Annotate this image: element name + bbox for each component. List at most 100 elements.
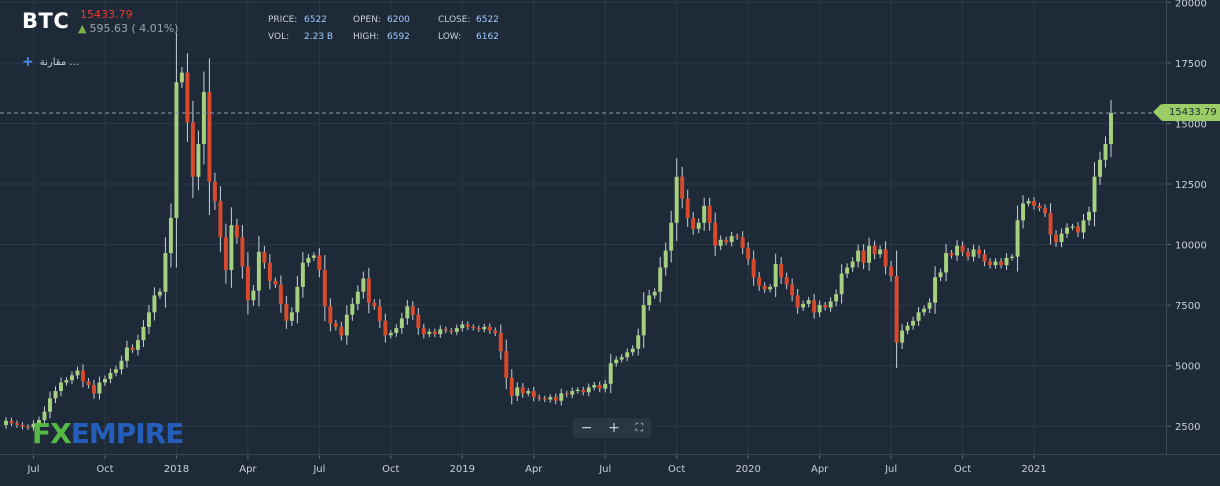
- candle-body: [207, 92, 212, 182]
- logo-fx: FX: [32, 417, 72, 450]
- y-tick-label: 17500: [1175, 59, 1207, 70]
- candle-body: [86, 381, 91, 385]
- candle-body: [4, 420, 8, 425]
- candle-body: [20, 424, 25, 427]
- candle-body: [135, 340, 140, 350]
- stats-col-1: PRICE: 6522 VOL: 2.23 B: [268, 12, 333, 46]
- candle-body: [1065, 227, 1069, 234]
- x-tick-label: Jul: [312, 464, 325, 475]
- candle-body: [691, 217, 696, 229]
- zoom-in-button[interactable]: +: [608, 420, 620, 436]
- candle-body: [581, 389, 586, 393]
- fxempire-logo: FXEMPIRE: [32, 417, 185, 450]
- candle-body: [234, 225, 239, 238]
- logo-empire: EMPIRE: [70, 417, 185, 450]
- y-tick-label: 2500: [1175, 422, 1200, 433]
- candle-body: [735, 236, 740, 238]
- candle-body: [196, 144, 201, 177]
- stat-key: HIGH:: [353, 32, 380, 42]
- candle-body: [1004, 257, 1009, 266]
- candle-body: [163, 253, 168, 292]
- candle-body: [916, 312, 921, 321]
- candle-body: [1087, 211, 1091, 221]
- candle-body: [966, 251, 971, 257]
- candle-body: [394, 328, 399, 333]
- candle-body: [449, 330, 454, 332]
- candle-body: [757, 277, 762, 286]
- candle-body: [119, 360, 124, 370]
- x-tick-label: Oct: [382, 464, 399, 475]
- y-tick-label: 20000: [1175, 0, 1207, 9]
- candle-body: [531, 391, 536, 398]
- candle-body: [267, 262, 272, 281]
- fullscreen-button[interactable]: ⛶: [635, 421, 644, 434]
- candle-body: [927, 302, 932, 309]
- candle-body: [839, 273, 844, 295]
- candle-body: [15, 423, 19, 425]
- stat-key: OPEN:: [353, 15, 381, 25]
- candle-body: [1070, 226, 1075, 228]
- candle-body: [559, 393, 564, 401]
- candle-body: [333, 323, 338, 327]
- candle-body: [784, 277, 789, 285]
- candle-body: [504, 351, 509, 378]
- candle-body: [262, 251, 267, 263]
- candle-body: [48, 398, 52, 412]
- stat-key: LOW:: [438, 32, 462, 42]
- candle-body: [476, 328, 481, 330]
- x-tick-label: 2019: [450, 464, 475, 475]
- candle-body: [509, 377, 514, 396]
- candle-body: [372, 302, 377, 307]
- x-tick-label: Jul: [26, 464, 39, 475]
- candle-body: [306, 257, 311, 263]
- candle-body: [630, 348, 635, 353]
- candle-body: [223, 237, 228, 270]
- candle-body: [746, 248, 751, 260]
- compare-button[interactable]: + مقارنة ...: [22, 54, 79, 70]
- candle-body: [751, 259, 756, 278]
- candle-body: [894, 276, 899, 343]
- candle-body: [75, 370, 80, 376]
- zoom-out-button[interactable]: −: [580, 420, 593, 436]
- current-price-tag: 15433.79: [1153, 104, 1220, 122]
- stat-value: 6522: [304, 15, 327, 25]
- y-tick-label: 10000: [1175, 241, 1207, 252]
- candle-body: [537, 397, 542, 399]
- candle-body: [867, 245, 872, 263]
- candle-body: [410, 306, 415, 315]
- candle-body: [795, 295, 800, 308]
- y-tick-label: 5000: [1175, 362, 1200, 373]
- candle-body: [482, 326, 487, 330]
- candle-body: [355, 291, 360, 304]
- candle-body: [636, 335, 641, 349]
- candle-body: [443, 329, 448, 331]
- x-tick-label: 2020: [735, 464, 760, 475]
- candle-body: [245, 266, 250, 301]
- candle-body: [465, 324, 470, 327]
- y-tick-label: 15000: [1175, 119, 1207, 130]
- candle-body: [229, 225, 234, 270]
- candle-body: [421, 328, 426, 335]
- candle-body: [911, 320, 916, 326]
- candle-body: [696, 222, 701, 229]
- x-tick-label: Apr: [525, 464, 543, 475]
- candle-body: [861, 250, 866, 263]
- candle-body: [625, 352, 630, 358]
- stat-value: 6522: [476, 15, 499, 25]
- chart-plot-area[interactable]: [0, 0, 1166, 454]
- stat-key: PRICE:: [268, 15, 298, 25]
- candle-body: [724, 239, 729, 243]
- candle-body: [729, 236, 734, 243]
- last-price: 15433.79: [80, 8, 133, 21]
- candle-body: [1015, 220, 1020, 257]
- time-axis-labels: Jul Oct 2018 Apr Jul Oct 2019 Apr Jul Oct 2020 Apr J…: [26, 455, 1047, 475]
- candle-body: [344, 314, 349, 336]
- candle-body: [108, 372, 113, 379]
- stat-key: CLOSE:: [438, 15, 471, 25]
- candle-body: [878, 249, 883, 255]
- candle-body: [295, 286, 300, 313]
- candle-body: [218, 200, 223, 238]
- candle-body: [570, 391, 575, 395]
- candle-body: [9, 420, 14, 424]
- candle-body: [1026, 200, 1031, 204]
